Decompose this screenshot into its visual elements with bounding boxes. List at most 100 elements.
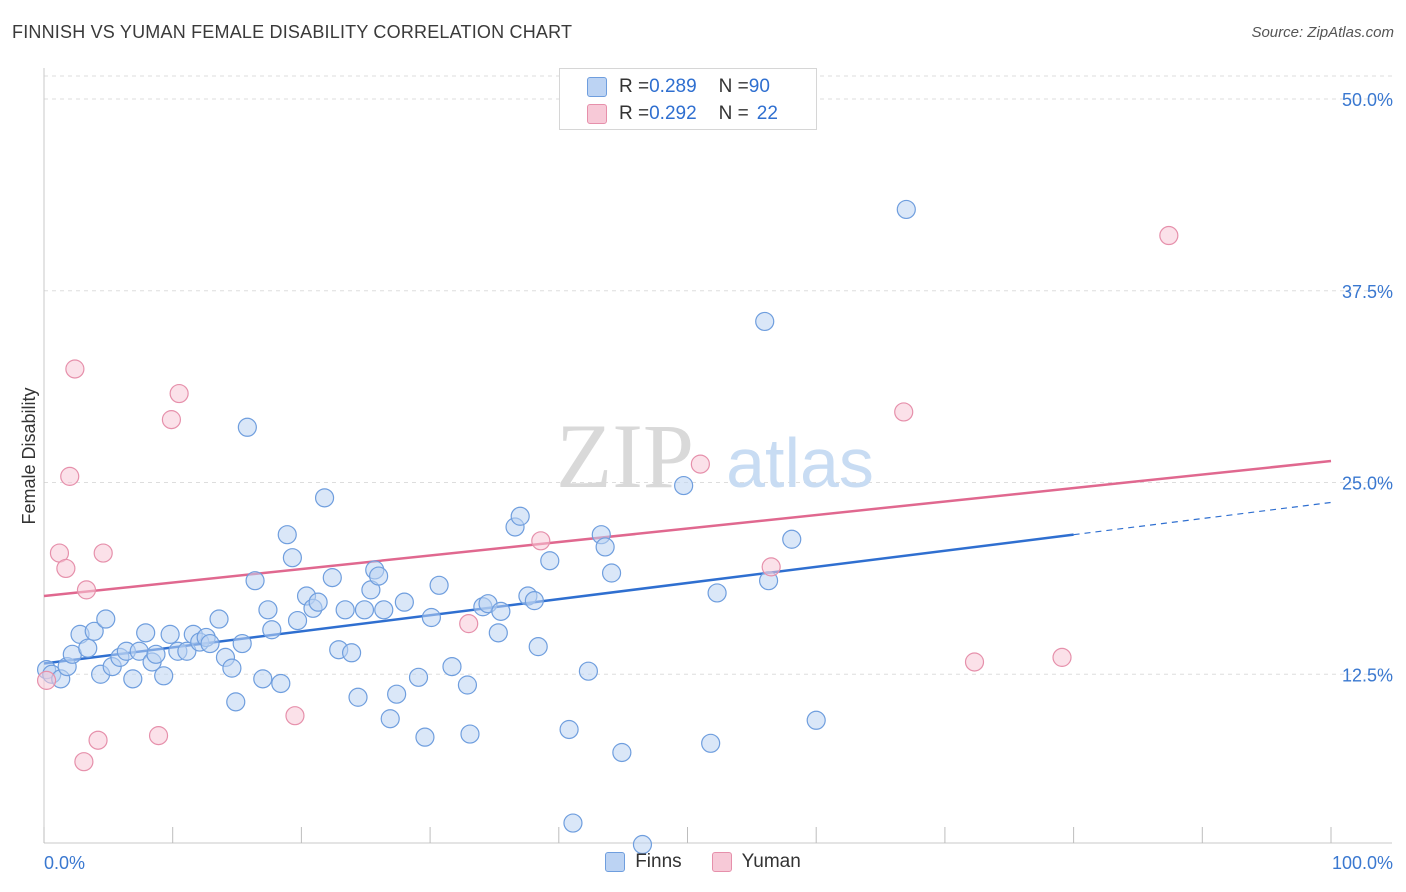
- finns-point: [226, 692, 246, 712]
- finns-point: [136, 623, 156, 643]
- finns-point: [258, 600, 278, 620]
- yuman-point: [894, 402, 914, 422]
- r-value: 0.289: [649, 76, 697, 97]
- finns-point: [380, 709, 400, 729]
- finns-point: [282, 548, 302, 568]
- yuman-point: [93, 543, 113, 563]
- yuman-swatch: [587, 104, 607, 124]
- finns-point: [491, 601, 511, 621]
- finns-point: [271, 673, 291, 694]
- finns-point: [96, 609, 116, 629]
- finns-point: [146, 644, 166, 664]
- yuman-point: [690, 454, 710, 474]
- finns-point: [806, 710, 826, 730]
- n-value: 22: [756, 103, 778, 124]
- axes: [43, 68, 1392, 844]
- finns-point: [253, 669, 273, 689]
- chart-title: FINNISH VS YUMAN FEMALE DISABILITY CORRE…: [12, 22, 573, 42]
- yuman-point: [285, 706, 305, 726]
- stats-row-finns: R = 0.289 N = 90: [587, 74, 770, 100]
- finns-point: [287, 610, 308, 631]
- finns-point: [237, 417, 257, 437]
- legend-item-yuman: Yuman: [711, 851, 801, 873]
- finns-point: [782, 529, 802, 549]
- finns-swatch: [587, 77, 607, 97]
- finns-point: [415, 727, 435, 747]
- finns-point: [394, 592, 414, 612]
- finns-point: [314, 488, 335, 508]
- yuman-point: [1052, 647, 1072, 667]
- r-value: 0.292: [649, 103, 697, 124]
- finns-point: [277, 525, 297, 545]
- finns-point: [374, 600, 394, 620]
- yuman-point: [56, 558, 76, 579]
- y-tick-label: 50.0%: [1342, 90, 1393, 110]
- yuman-point: [74, 752, 94, 772]
- finns-point: [563, 813, 583, 833]
- legend-label-yuman: Yuman: [741, 851, 801, 872]
- stats-legend: R = 0.289 N = 90 R = 0.292 N = 22: [559, 68, 817, 130]
- finns-point: [78, 638, 98, 658]
- finns-point: [457, 675, 478, 695]
- yuman-point: [148, 726, 169, 746]
- y-tick-label: 25.0%: [1342, 474, 1393, 494]
- finns-point: [524, 591, 544, 611]
- finns-point: [632, 834, 653, 855]
- yuman-swatch: [711, 852, 732, 872]
- finns-point: [510, 506, 530, 526]
- x-tick-label: 0.0%: [44, 853, 85, 873]
- r-label: R =: [619, 103, 650, 124]
- stats-row-yuman: R = 0.292 N = 22: [587, 101, 778, 127]
- finns-point: [707, 583, 727, 603]
- finns-point: [595, 537, 615, 557]
- legend-item-finns: Finns: [605, 851, 682, 873]
- finns-point: [429, 575, 449, 595]
- yuman-point: [169, 383, 189, 404]
- finns-point: [488, 623, 508, 643]
- finns-point: [442, 656, 462, 677]
- finns-point: [559, 719, 579, 740]
- y-tick-label: 37.5%: [1342, 282, 1393, 302]
- finns-point: [262, 620, 282, 640]
- finns-point: [209, 609, 229, 629]
- finns-point: [232, 633, 252, 654]
- source-label: Source: ZipAtlas.com: [1251, 24, 1394, 41]
- yuman-point: [964, 652, 985, 672]
- tick-labels: 12.5% 25.0% 37.5% 50.0% 0.0% 100.0%: [44, 90, 1393, 873]
- finns-point: [408, 667, 429, 687]
- finns-point: [460, 724, 480, 744]
- finns-point: [387, 684, 407, 704]
- yuman-point: [531, 531, 551, 551]
- finns-point: [123, 669, 143, 689]
- yuman-point: [65, 359, 85, 379]
- yuman-point: [60, 466, 80, 486]
- n-label: N =: [718, 103, 749, 124]
- r-label: R =: [619, 76, 650, 97]
- finns-point: [308, 592, 328, 612]
- y-axis-label: Female Disability: [19, 387, 39, 524]
- finns-point: [200, 633, 220, 654]
- finns-point: [354, 600, 375, 620]
- finns-swatch: [605, 852, 626, 872]
- data-points: [36, 199, 1179, 855]
- finns-point: [578, 661, 599, 681]
- watermark-zip: ZIP: [556, 405, 694, 507]
- n-label: N =: [718, 76, 749, 97]
- finns-point: [755, 311, 775, 332]
- finns-point: [154, 666, 174, 686]
- finns-point: [528, 637, 548, 657]
- finns-point: [341, 643, 362, 663]
- x-tick-label: 100.0%: [1332, 853, 1393, 873]
- yuman-point: [161, 410, 182, 430]
- series-legend: Finns Yuman: [0, 851, 1406, 873]
- yuman-point: [761, 557, 781, 577]
- finns-point: [369, 566, 389, 586]
- finns-point: [222, 658, 242, 678]
- yuman-point: [76, 580, 97, 600]
- finns-point: [674, 475, 694, 496]
- yuman-point: [88, 730, 108, 750]
- finns-point: [245, 571, 265, 591]
- finns-point: [348, 687, 368, 707]
- finns-point: [612, 742, 632, 763]
